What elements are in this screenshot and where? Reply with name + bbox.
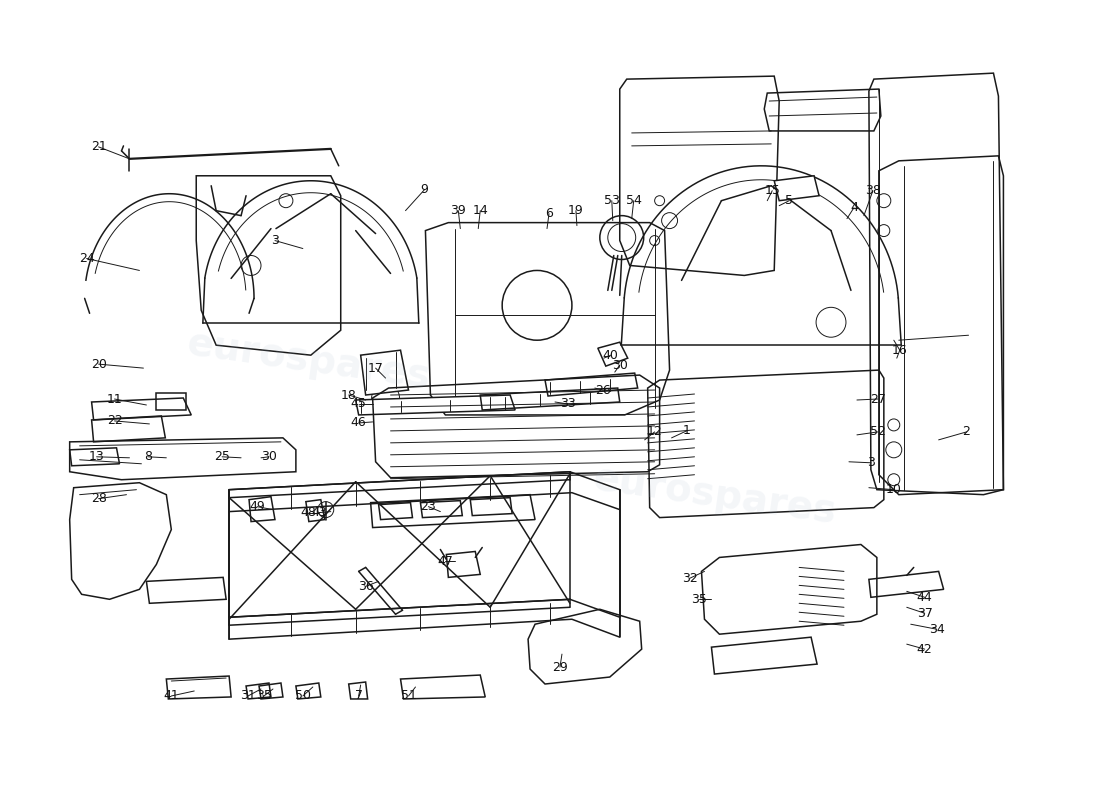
Text: 43: 43 bbox=[311, 506, 327, 519]
Text: 29: 29 bbox=[552, 661, 568, 674]
Text: 3: 3 bbox=[867, 456, 875, 470]
Polygon shape bbox=[156, 393, 186, 410]
Text: 36: 36 bbox=[358, 580, 374, 593]
Text: 42: 42 bbox=[916, 642, 933, 656]
Text: 2: 2 bbox=[962, 426, 970, 438]
Text: 5: 5 bbox=[785, 194, 793, 207]
Text: 38: 38 bbox=[865, 184, 881, 198]
Text: 14: 14 bbox=[472, 204, 488, 217]
Text: 40: 40 bbox=[603, 349, 618, 362]
Polygon shape bbox=[597, 342, 628, 366]
Text: 9: 9 bbox=[420, 183, 428, 196]
Text: eurospares: eurospares bbox=[591, 460, 838, 531]
Text: 49: 49 bbox=[249, 500, 265, 513]
Text: 13: 13 bbox=[89, 450, 104, 463]
Text: 6: 6 bbox=[546, 207, 553, 220]
Polygon shape bbox=[355, 395, 515, 415]
Text: 26: 26 bbox=[595, 383, 610, 397]
Text: 44: 44 bbox=[916, 591, 933, 604]
Text: 46: 46 bbox=[351, 417, 366, 430]
Text: 52: 52 bbox=[870, 426, 886, 438]
Text: 12: 12 bbox=[647, 426, 662, 438]
Text: 11: 11 bbox=[107, 393, 122, 406]
Text: 51: 51 bbox=[400, 690, 417, 702]
Text: 48: 48 bbox=[300, 506, 316, 519]
Text: 15: 15 bbox=[764, 184, 780, 198]
Text: 21: 21 bbox=[90, 140, 107, 154]
Text: 22: 22 bbox=[107, 414, 122, 427]
Text: eurospares: eurospares bbox=[185, 324, 433, 396]
Text: 34: 34 bbox=[928, 622, 945, 636]
Text: 1: 1 bbox=[683, 424, 691, 438]
Text: 50: 50 bbox=[295, 690, 311, 702]
Text: 30: 30 bbox=[261, 450, 277, 463]
Text: 45: 45 bbox=[351, 398, 366, 410]
Text: 53: 53 bbox=[604, 194, 619, 207]
Text: 19: 19 bbox=[568, 204, 584, 217]
Text: 31: 31 bbox=[240, 690, 256, 702]
Text: 23: 23 bbox=[420, 500, 437, 513]
Text: 30: 30 bbox=[612, 358, 628, 372]
Text: 32: 32 bbox=[682, 572, 697, 585]
Polygon shape bbox=[361, 350, 408, 395]
Text: 10: 10 bbox=[886, 483, 902, 496]
Text: 35: 35 bbox=[256, 690, 272, 702]
Text: 28: 28 bbox=[90, 492, 107, 505]
Text: 4: 4 bbox=[850, 201, 858, 214]
Text: 7: 7 bbox=[354, 690, 363, 702]
Text: 16: 16 bbox=[892, 344, 907, 357]
Text: 24: 24 bbox=[79, 252, 95, 265]
Text: 33: 33 bbox=[560, 398, 575, 410]
Text: 39: 39 bbox=[450, 204, 466, 217]
Text: 27: 27 bbox=[870, 393, 886, 406]
Polygon shape bbox=[774, 176, 820, 201]
Text: 20: 20 bbox=[90, 358, 107, 370]
Text: 17: 17 bbox=[367, 362, 384, 374]
Text: 18: 18 bbox=[341, 389, 356, 402]
Text: 3: 3 bbox=[271, 234, 279, 247]
Text: 35: 35 bbox=[692, 593, 707, 606]
Text: 54: 54 bbox=[626, 194, 641, 207]
Text: 25: 25 bbox=[214, 450, 230, 463]
Text: 47: 47 bbox=[438, 555, 453, 568]
Text: 41: 41 bbox=[164, 690, 179, 702]
Text: 37: 37 bbox=[916, 606, 933, 620]
Text: 8: 8 bbox=[144, 450, 153, 463]
